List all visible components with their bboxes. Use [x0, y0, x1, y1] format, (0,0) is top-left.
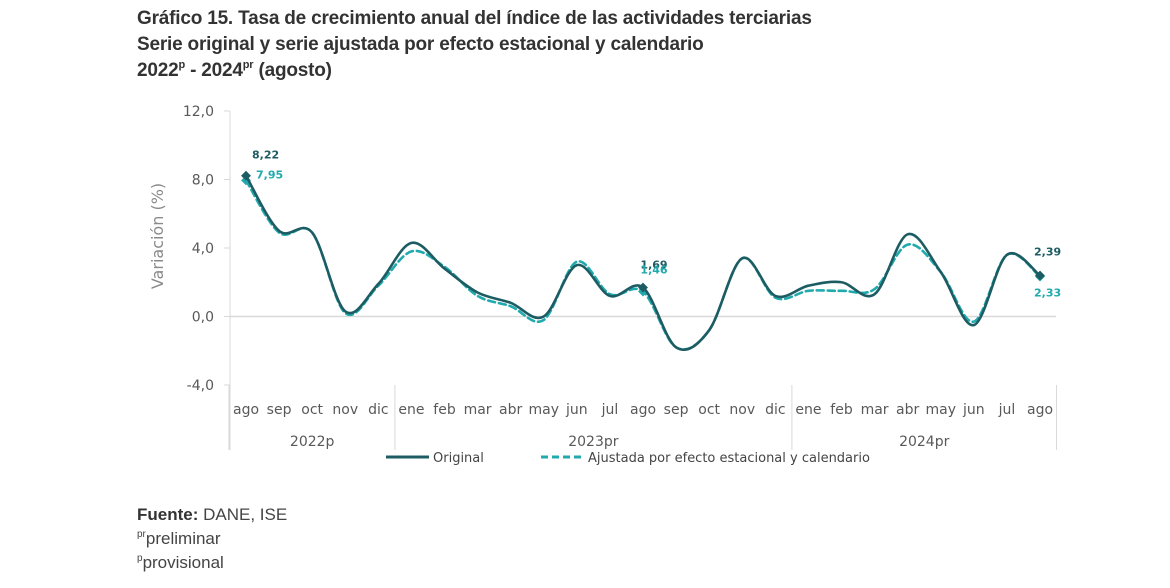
x-tick-label: abr: [896, 402, 919, 418]
period-note: (agosto): [253, 60, 332, 81]
ajustada-data-label: 7,95: [256, 168, 283, 181]
chart-title-block: Gráfico 15. Tasa de crecimiento anual de…: [137, 6, 812, 84]
group-label: 2024pr: [899, 434, 950, 450]
period-start-sup: p: [178, 59, 185, 71]
original-point-marker: [241, 170, 251, 181]
y-tick-label: 4,0: [192, 241, 214, 257]
original-data-label: 8,22: [252, 149, 279, 162]
note-preliminar: prpreliminar: [137, 527, 287, 551]
chart-footer: Fuente: DANE, ISE prpreliminar pprovisio…: [137, 503, 287, 575]
group-label: 2023pr: [568, 434, 619, 450]
y-tick-label: 12,0: [183, 104, 214, 120]
x-tick-label: oct: [301, 402, 323, 418]
x-tick-label: ene: [398, 402, 424, 418]
chart-data-labels: 8,22 1,69 2,39 7,95 1,46 2,33: [252, 149, 1061, 300]
y-tick-label: 8,0: [192, 173, 214, 189]
chart-subtitle: Serie original y serie ajustada por efec…: [137, 34, 704, 55]
chart-title: Gráfico 15. Tasa de crecimiento anual de…: [137, 8, 812, 29]
period-end: - 2024: [185, 60, 243, 81]
original-point-marker: [1035, 270, 1045, 281]
x-tick-label: sep: [267, 402, 292, 418]
legend-original-label: Original: [433, 451, 484, 466]
x-tick-label: jun: [962, 402, 985, 418]
chart-legend: Original Ajustada por efecto estacional y…: [386, 451, 870, 466]
x-tick-label: jul: [998, 402, 1016, 418]
x-tick-label: abr: [499, 402, 522, 418]
x-tick-label: may: [925, 402, 956, 418]
source-value: DANE, ISE: [198, 505, 288, 524]
x-tick-label: dic: [765, 402, 785, 418]
x-tick-label: jul: [601, 402, 619, 418]
group-label: 2022p: [290, 434, 335, 450]
original-data-label: 1,69: [640, 259, 667, 272]
x-tick-label: mar: [861, 402, 889, 418]
x-tick-label: may: [528, 402, 559, 418]
y-tick-label: -4,0: [187, 378, 214, 394]
series-original-line: [244, 174, 1042, 352]
chart-period: 2022p - 2024pr (agosto): [137, 58, 812, 84]
note-provisional-text: provisional: [142, 553, 224, 572]
x-tick-label: ene: [795, 402, 821, 418]
y-tick-label: 0,0: [192, 310, 214, 326]
ajustada-data-label: 1,46: [640, 263, 667, 276]
note-provisional: pprovisional: [137, 551, 287, 575]
note-preliminar-text: preliminar: [145, 529, 221, 548]
x-tick-label: ago: [630, 402, 656, 418]
x-tick-label: mar: [464, 402, 492, 418]
source-line: Fuente: DANE, ISE: [137, 503, 287, 527]
y-axis-label: Variación (%): [148, 183, 167, 289]
x-tick-label: oct: [698, 402, 720, 418]
ajustada-data-label: 2,33: [1034, 287, 1061, 300]
x-tick-label: ago: [233, 402, 259, 418]
note-preliminar-sup: pr: [137, 529, 146, 540]
note-provisional-sup: p: [137, 553, 143, 564]
x-tick-label: nov: [729, 402, 755, 418]
x-tick-label: feb: [830, 402, 853, 418]
legend-ajustada-label: Ajustada por efecto estacional y calenda…: [588, 451, 870, 466]
x-tick-label: jun: [565, 402, 588, 418]
period-end-sup: pr: [242, 59, 254, 71]
x-tick-label: feb: [433, 402, 456, 418]
x-tick-label: dic: [368, 402, 388, 418]
chart-series: [241, 170, 1045, 352]
period-start: 2022: [137, 60, 179, 81]
x-tick-label: ago: [1027, 402, 1053, 418]
original-data-label: 2,39: [1034, 246, 1061, 259]
x-tick-label: nov: [332, 402, 358, 418]
x-tick-label: sep: [664, 402, 689, 418]
original-point-marker: [638, 282, 648, 293]
source-label: Fuente:: [137, 505, 199, 524]
